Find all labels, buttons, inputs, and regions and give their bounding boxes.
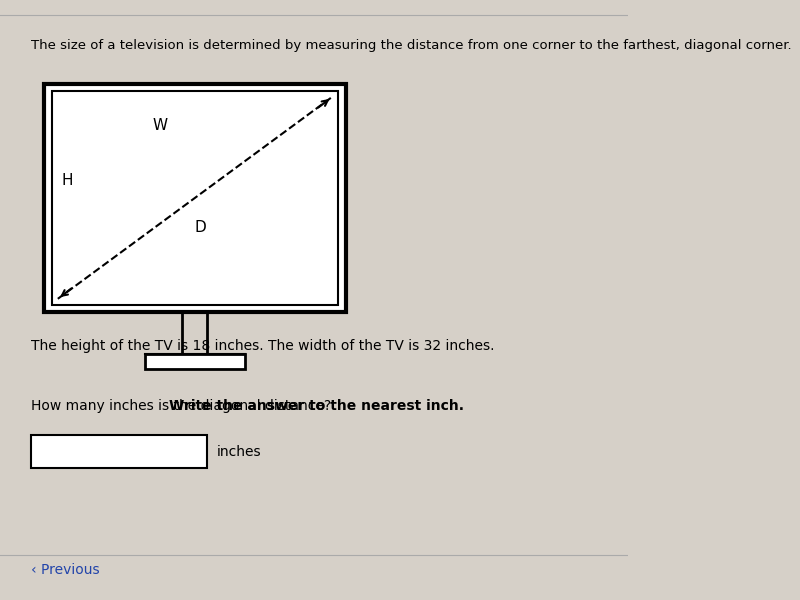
Text: W: W (153, 118, 168, 133)
Text: The size of a television is determined by measuring the distance from one corner: The size of a television is determined b… (31, 39, 792, 52)
Bar (44, 84, 346, 312)
Text: inches: inches (217, 445, 262, 458)
Text: D: D (194, 220, 206, 235)
Text: H: H (62, 173, 73, 188)
Bar (31, 435, 207, 468)
Bar (145, 354, 245, 369)
Text: Write the answer to the nearest inch.: Write the answer to the nearest inch. (169, 399, 464, 413)
Text: ‹ Previous: ‹ Previous (31, 563, 100, 577)
Text: The height of the TV is 18 inches. The width of the TV is 32 inches.: The height of the TV is 18 inches. The w… (31, 339, 495, 353)
Bar (51, 91, 338, 305)
Text: How many inches is the diagonal distance?: How many inches is the diagonal distance… (31, 399, 336, 413)
